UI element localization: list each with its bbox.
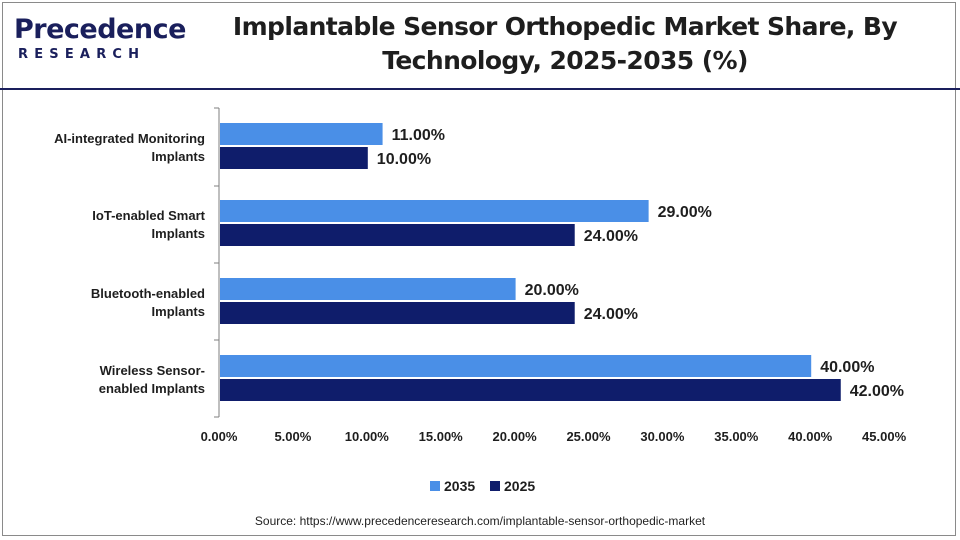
data-label: 10.00% xyxy=(377,151,431,168)
legend-label-2025: 2025 xyxy=(504,478,535,494)
source-note: Source: https://www.precedenceresearch.c… xyxy=(254,514,706,528)
header-divider xyxy=(0,88,960,90)
x-tick-label: 15.00% xyxy=(419,429,464,444)
data-label: 40.00% xyxy=(820,359,874,376)
bar-2025-1 xyxy=(220,224,575,246)
legend-swatch-2035 xyxy=(430,481,440,491)
bar-2035-3 xyxy=(220,355,812,377)
brand-name: Precedence xyxy=(14,14,186,45)
data-label: 11.00% xyxy=(392,127,445,144)
chart-title-line1: Implantable Sensor Orthopedic Market Sha… xyxy=(232,12,898,41)
bar-2025-0 xyxy=(220,147,368,169)
bar-2025-3 xyxy=(220,379,841,401)
x-tick-label: 0.00% xyxy=(201,429,238,444)
category-label: AI-integrated Monitoring Implants xyxy=(54,131,205,164)
data-label: 29.00% xyxy=(658,204,712,221)
category-label: Bluetooth-enabled Implants xyxy=(91,286,205,319)
data-label: 20.00% xyxy=(525,282,579,299)
x-tick-label: 5.00% xyxy=(274,429,311,444)
x-tick-label: 25.00% xyxy=(566,429,611,444)
data-label: 24.00% xyxy=(584,306,638,323)
category-label: Wireless Sensor-enabled Implants xyxy=(99,363,205,396)
chart-title-line2: Technology, 2025-2035 (%) xyxy=(382,46,748,75)
x-tick-label: 40.00% xyxy=(788,429,833,444)
x-tick-label: 35.00% xyxy=(714,429,759,444)
x-tick-label: 10.00% xyxy=(345,429,390,444)
header: Precedence RESEARCH Implantable Sensor O… xyxy=(0,0,960,90)
data-label: 42.00% xyxy=(850,383,904,400)
bar-2035-1 xyxy=(220,200,649,222)
x-tick-label: 45.00% xyxy=(862,429,907,444)
legend-swatch-2025 xyxy=(490,481,500,491)
legend-label-2035: 2035 xyxy=(444,478,475,494)
chart-title: Implantable Sensor Orthopedic Market Sha… xyxy=(230,10,900,78)
bar-2035-0 xyxy=(220,123,383,145)
x-tick-label: 20.00% xyxy=(493,429,538,444)
brand-logo: Precedence RESEARCH xyxy=(14,14,186,74)
category-label: IoT-enabled Smart Implants xyxy=(92,208,205,241)
bar-2035-2 xyxy=(220,278,516,300)
brand-sub: RESEARCH xyxy=(18,47,146,62)
x-tick-label: 30.00% xyxy=(640,429,685,444)
data-label: 24.00% xyxy=(584,228,638,245)
bar-2025-2 xyxy=(220,302,575,324)
